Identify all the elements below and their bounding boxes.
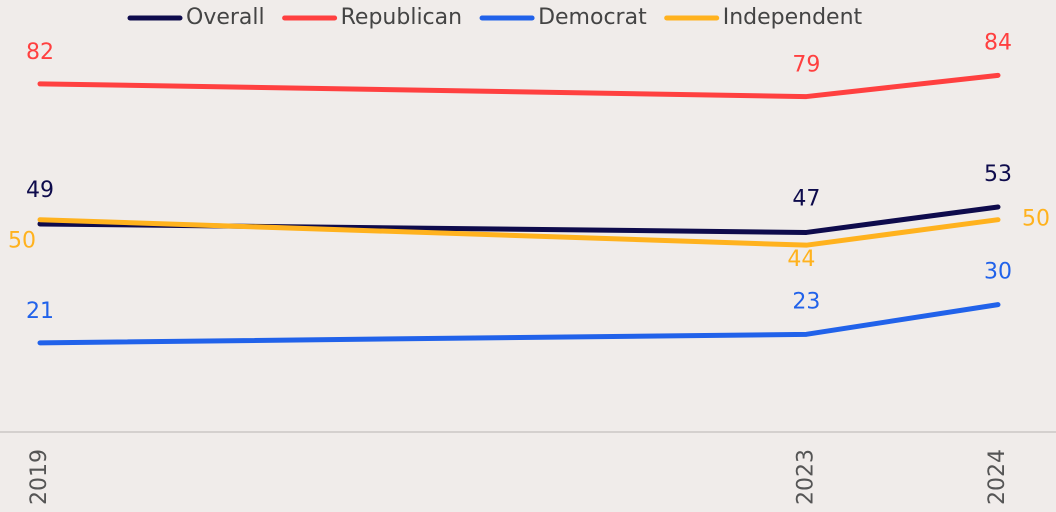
- data-label: 79: [792, 53, 820, 78]
- data-label: 84: [984, 30, 1012, 55]
- legend-label: Independent: [723, 5, 863, 30]
- data-label: 50: [8, 229, 36, 254]
- data-label: 47: [792, 186, 820, 211]
- legend-label: Republican: [341, 5, 462, 30]
- data-label: 50: [1022, 207, 1050, 232]
- series-line: [37, 72, 1001, 100]
- x-tick-label: 2024: [985, 449, 1010, 505]
- data-label: 44: [787, 247, 815, 272]
- legend-label: Overall: [186, 5, 265, 30]
- data-label: 30: [984, 260, 1012, 285]
- data-label: 21: [26, 299, 54, 324]
- series-line: [37, 302, 1001, 346]
- data-label: 23: [792, 289, 820, 314]
- series-line: [37, 217, 1001, 248]
- x-tick-label: 2023: [793, 449, 818, 505]
- data-label: 53: [984, 162, 1012, 187]
- data-label: 82: [26, 40, 54, 65]
- legend-label: Democrat: [538, 5, 647, 30]
- x-tick-label: 2019: [27, 449, 52, 505]
- data-label: 49: [26, 178, 54, 203]
